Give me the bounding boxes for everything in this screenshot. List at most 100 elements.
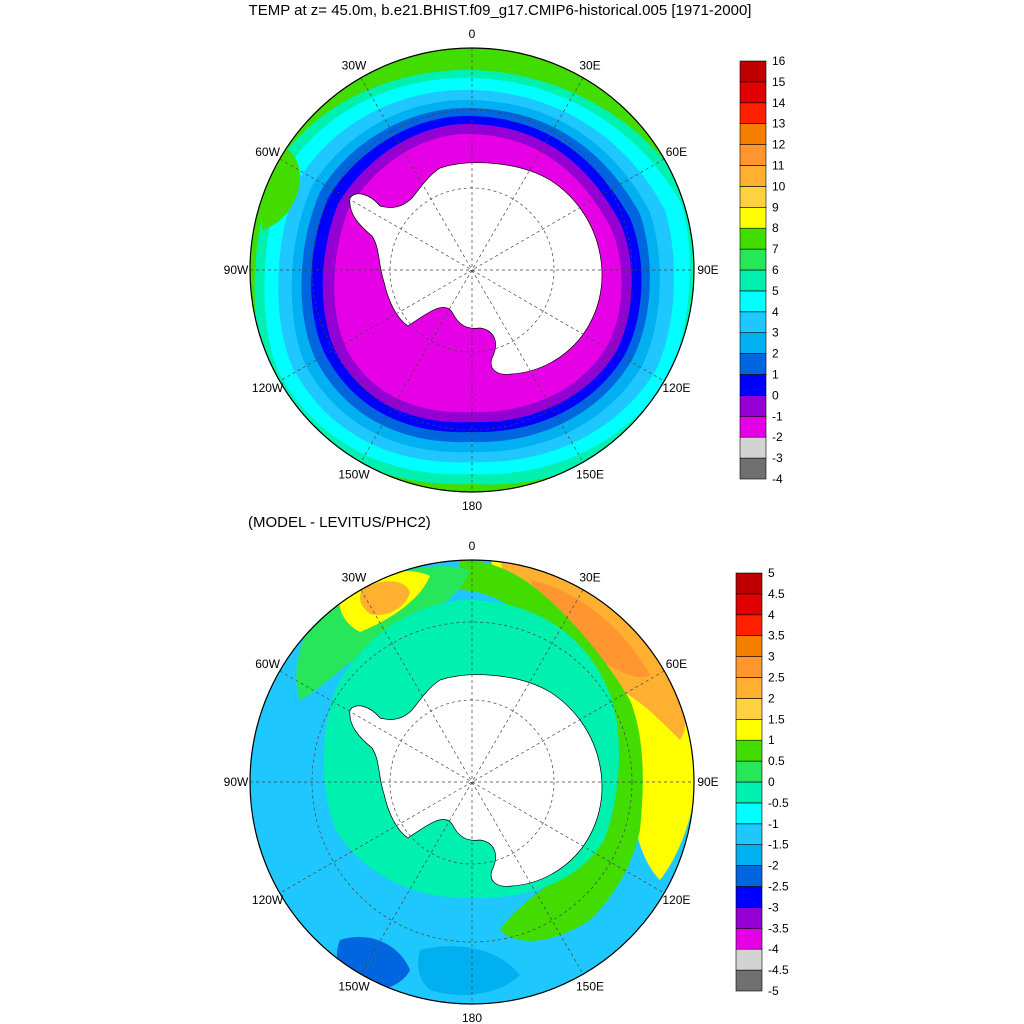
top-colorbar-label: -3	[772, 451, 783, 465]
top-colorbar-label: 8	[772, 221, 779, 235]
top-colorbar-box	[739, 269, 767, 292]
top-colorbar-box	[739, 374, 767, 396]
top-lon-label: 30W	[342, 59, 367, 73]
top-lon-label: 30E	[579, 59, 600, 73]
top-map-border	[249, 47, 695, 493]
bottom-lon-label: 30W	[342, 571, 367, 585]
bottom-colorbar-label: -2.5	[768, 880, 789, 894]
top-lon-label: 150E	[576, 467, 604, 481]
bottom-colorbar-box	[735, 865, 763, 887]
top-colorbar-box	[739, 123, 767, 145]
top-colorbar-box	[739, 290, 767, 313]
bottom-lon-label: 120W	[252, 893, 284, 907]
top-temperature-map: 0 30E 60E 90E 120E 150E 180 150W 120W 90W 60W 30W	[224, 27, 719, 513]
top-colorbar-box	[739, 311, 767, 333]
top-colorbar-label: 5	[772, 284, 779, 298]
top-colorbar-label: 15	[772, 75, 786, 89]
top-colorbar-label: -4	[772, 472, 783, 486]
top-colorbar-label: 6	[772, 263, 779, 277]
bottom-colorbar-box	[735, 844, 763, 866]
bottom-colorbar-label: 1.5	[768, 712, 785, 726]
bottom-colorbar-label: -2	[768, 859, 779, 873]
bottom-colorbar-box	[735, 593, 763, 616]
bottom-colorbar-box	[735, 656, 763, 678]
top-lon-label: 120W	[252, 381, 284, 395]
top-lon-label: 60W	[255, 145, 280, 159]
bottom-colorbar-box	[735, 635, 763, 657]
bottom-colorbar-label: 2.5	[768, 671, 785, 685]
difference-map-title: (MODEL - LEVITUS/PHC2)	[248, 514, 431, 531]
top-colorbar-box	[739, 207, 767, 229]
top-colorbar-box	[739, 165, 767, 187]
top-lon-label: 0	[469, 27, 476, 41]
bottom-lon-label: 180	[462, 1011, 482, 1024]
top-colorbar-box	[739, 102, 767, 125]
bottom-colorbar-box	[735, 781, 763, 804]
top-colorbar-label: 7	[772, 242, 779, 256]
top-colorbar-box	[739, 436, 767, 459]
bottom-graticule	[250, 560, 694, 1004]
top-colorbar-label: 10	[772, 179, 786, 193]
top-colorbar-label: 2	[772, 347, 779, 361]
bottom-colorbar-label: 4.5	[768, 587, 785, 601]
top-colorbar-label: 9	[772, 200, 779, 214]
bottom-difference-map: 0 30E 60E 90E 120E 150E 180 150W 120W 90W 60W 30W	[224, 539, 719, 1024]
bottom-colorbar-box	[735, 760, 763, 783]
bottom-colorbar-box	[735, 927, 763, 950]
bottom-longitude-labels: 0 30E 60E 90E 120E 150E 180 150W 120W 90W 60W 30W	[224, 539, 719, 1024]
bottom-lon-label: 60E	[666, 657, 687, 671]
bottom-lon-label: 150W	[338, 979, 370, 993]
bottom-colorbar-label: 1	[768, 733, 775, 747]
top-lon-label: 60E	[666, 145, 687, 159]
map-title: TEMP at z= 45.0m, b.e21.BHIST.f09_g17.CM…	[248, 2, 752, 19]
bottom-colorbar-box	[735, 572, 763, 595]
bottom-colorbar-box	[735, 886, 763, 908]
bottom-map-border	[249, 559, 695, 1005]
bottom-lon-label: 120E	[662, 893, 690, 907]
top-colorbar-box	[739, 227, 767, 250]
bottom-colorbar-box	[735, 948, 763, 971]
bottom-colorbar-label: 3	[768, 650, 775, 664]
top-lon-label: 150W	[338, 467, 370, 481]
bottom-colorbar-label: -3	[768, 900, 779, 914]
bottom-colorbar-label: -5	[768, 984, 779, 998]
bottom-field-darkorange-east	[530, 580, 650, 678]
top-lon-label: 90E	[697, 263, 718, 277]
top-lon-label: 90W	[224, 263, 249, 277]
top-colorbar-label: 13	[772, 117, 786, 131]
bottom-field-skyblue-south	[418, 946, 520, 995]
bottom-lon-label: 150E	[576, 979, 604, 993]
top-map-field	[250, 48, 694, 492]
bottom-colorbar-box	[735, 677, 763, 699]
bottom-colorbar-box	[735, 907, 763, 929]
bottom-antarctica-land	[349, 674, 603, 887]
bottom-colorbar: 5 4.5 4 3.5 3 2.5 2 1.5 1 0.5 0 -0.5 -1 -1.5 -2 -2.5 -3 -…	[735, 566, 789, 998]
bottom-lon-label: 0	[469, 539, 476, 553]
bottom-colorbar-box	[735, 823, 763, 845]
bottom-colorbar-label: 0	[768, 775, 775, 789]
top-colorbar-label: -1	[772, 409, 783, 423]
top-antarctica-land	[349, 162, 603, 375]
bottom-map-field	[250, 560, 694, 1004]
bottom-colorbar-label: -3.5	[768, 921, 789, 935]
bottom-colorbar-box	[735, 739, 763, 762]
top-colorbar-box	[739, 248, 767, 271]
top-colorbar-box	[739, 144, 767, 166]
bottom-colorbar-label: 4	[768, 608, 775, 622]
top-colorbar-label: 1	[772, 368, 779, 382]
bottom-colorbar-label: 0.5	[768, 754, 785, 768]
bottom-colorbar-label: 2	[768, 691, 775, 705]
top-lon-label: 180	[462, 499, 482, 513]
top-graticule	[250, 48, 694, 492]
top-colorbar-label: 14	[772, 96, 786, 110]
top-colorbar-label: 11	[772, 159, 785, 173]
top-colorbar-box	[739, 395, 767, 417]
bottom-colorbar-label: -1	[768, 817, 779, 831]
top-colorbar-box	[739, 81, 767, 104]
top-colorbar-box	[739, 332, 767, 354]
top-lon-label: 120E	[662, 381, 690, 395]
top-colorbar-label: 12	[772, 138, 786, 152]
top-colorbar-box	[739, 186, 767, 208]
